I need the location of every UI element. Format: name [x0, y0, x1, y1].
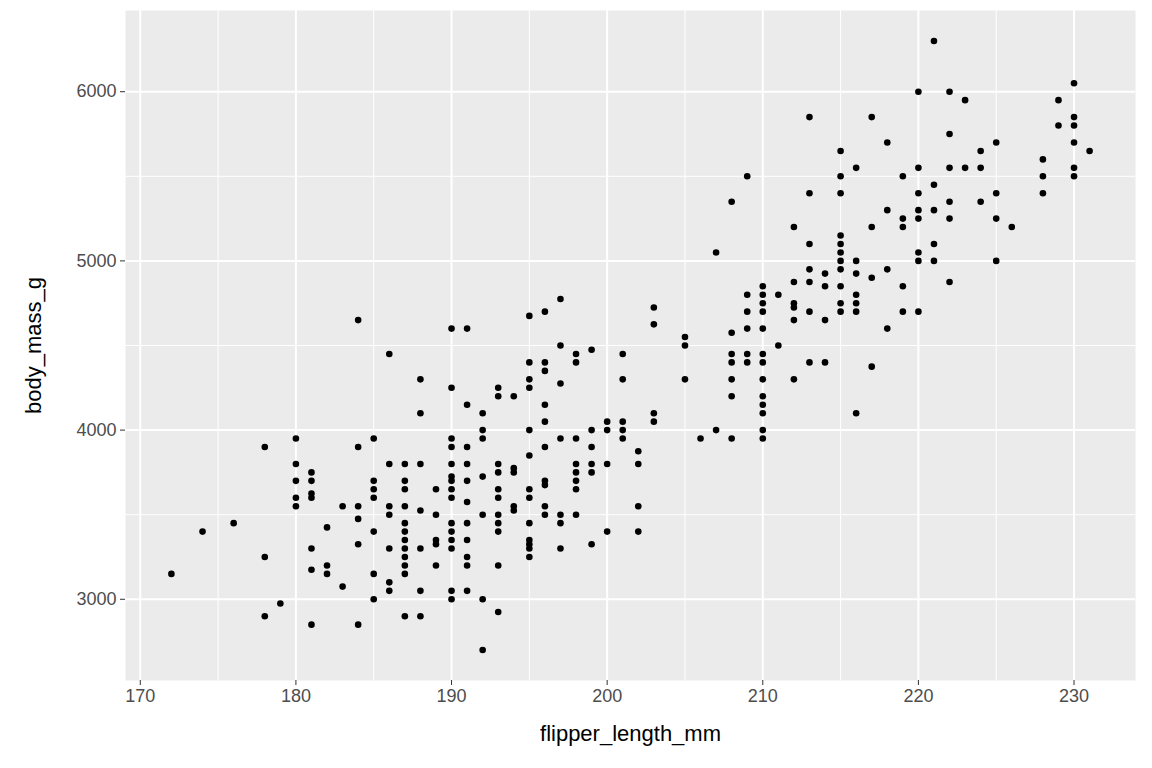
svg-text:190: 190 — [437, 686, 467, 706]
svg-text:flipper_length_mm: flipper_length_mm — [540, 721, 721, 746]
svg-text:body_mass_g: body_mass_g — [21, 277, 46, 414]
svg-text:4000: 4000 — [76, 420, 116, 440]
svg-text:180: 180 — [281, 686, 311, 706]
svg-text:3000: 3000 — [76, 589, 116, 609]
svg-text:6000: 6000 — [76, 81, 116, 101]
svg-text:220: 220 — [903, 686, 933, 706]
svg-text:170: 170 — [125, 686, 155, 706]
svg-text:230: 230 — [1059, 686, 1089, 706]
svg-text:210: 210 — [748, 686, 778, 706]
svg-text:5000: 5000 — [76, 251, 116, 271]
svg-text:200: 200 — [592, 686, 622, 706]
